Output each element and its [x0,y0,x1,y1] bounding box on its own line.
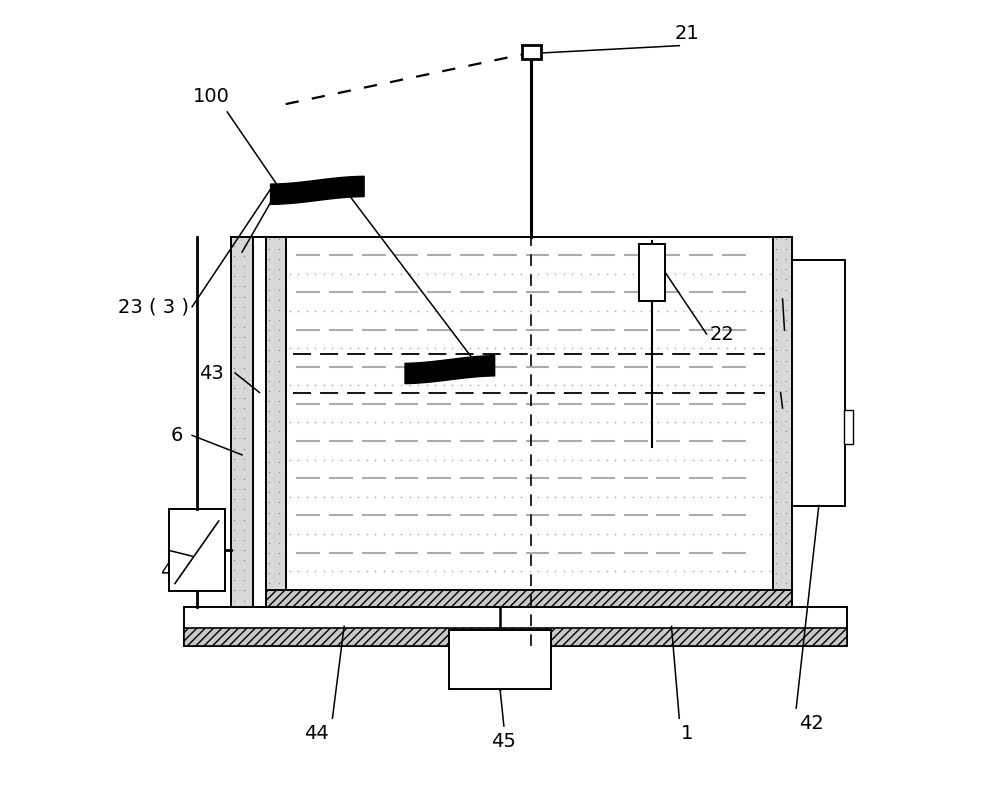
Bar [286,236,773,590]
Bar [792,260,845,506]
Text: 23 ( 3 ): 23 ( 3 ) [118,298,189,316]
Text: 44: 44 [304,725,329,743]
Bar [266,236,286,590]
Bar [844,410,853,444]
Text: 22: 22 [710,324,735,344]
Text: 46: 46 [160,562,185,581]
Bar [773,236,792,590]
Text: 11: 11 [788,383,812,402]
Bar [253,236,266,607]
Text: 6: 6 [170,426,183,445]
Bar [449,630,551,688]
Text: 43: 43 [199,363,224,382]
Text: 1: 1 [681,725,693,743]
Text: 42: 42 [799,714,824,733]
Bar [639,244,665,301]
Bar [266,590,792,607]
Text: 21: 21 [675,24,699,43]
Bar [169,509,225,591]
Text: 100: 100 [193,87,230,106]
Bar [184,607,847,646]
Bar [231,236,253,607]
Text: 45: 45 [491,732,516,751]
Text: 41: 41 [796,320,820,340]
Bar [522,45,541,59]
Bar [184,628,847,646]
